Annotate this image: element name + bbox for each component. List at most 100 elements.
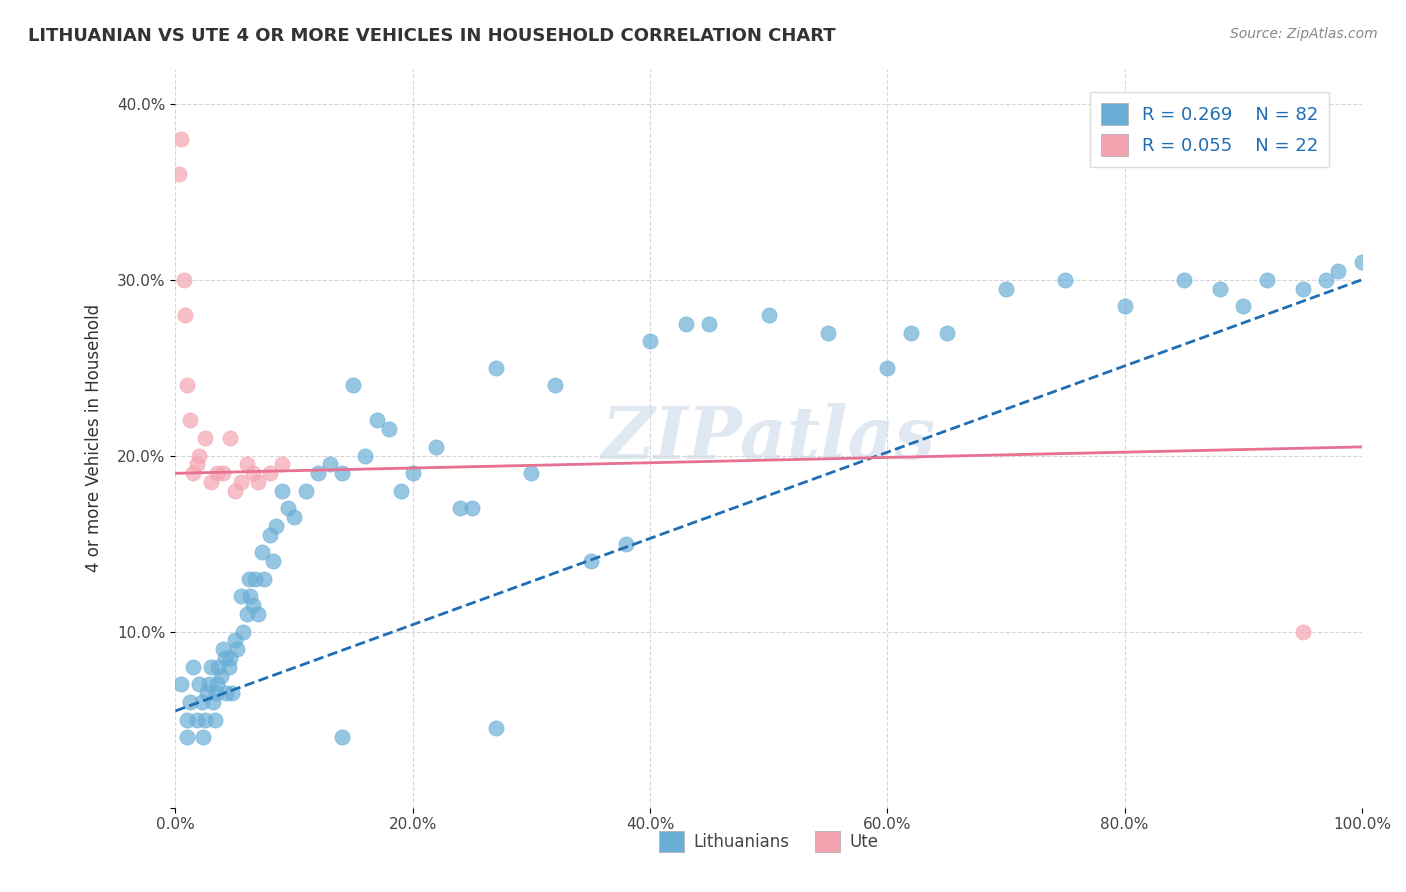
Point	[1173, 273, 1195, 287]
Point	[638, 334, 661, 349]
Text: LITHUANIAN VS UTE 4 OR MORE VEHICLES IN HOUSEHOLD CORRELATION CHART: LITHUANIAN VS UTE 4 OR MORE VEHICLES IN …	[28, 27, 835, 45]
Point	[229, 475, 252, 489]
Point	[176, 713, 198, 727]
Point	[485, 360, 508, 375]
Point	[1232, 299, 1254, 313]
Point	[181, 467, 204, 481]
Point	[271, 483, 294, 498]
Point	[817, 326, 839, 340]
Point	[1292, 624, 1315, 639]
Point	[243, 572, 266, 586]
Point	[389, 483, 412, 498]
Point	[200, 475, 222, 489]
Point	[876, 360, 898, 375]
Point	[176, 731, 198, 745]
Point	[253, 572, 276, 586]
Point	[170, 132, 193, 146]
Point	[179, 695, 201, 709]
Point	[212, 642, 235, 657]
Point	[194, 713, 217, 727]
Point	[250, 545, 273, 559]
Point	[1315, 273, 1337, 287]
Point	[307, 467, 329, 481]
Point	[262, 554, 284, 568]
Text: ZIPatlas: ZIPatlas	[602, 402, 936, 474]
Point	[283, 510, 305, 524]
Point	[1351, 255, 1374, 269]
Point	[194, 431, 217, 445]
Point	[485, 722, 508, 736]
Point	[1054, 273, 1077, 287]
Point	[425, 440, 447, 454]
Point	[354, 449, 377, 463]
Point	[179, 413, 201, 427]
Point	[449, 501, 471, 516]
Y-axis label: 4 or more Vehicles in Household: 4 or more Vehicles in Household	[86, 304, 103, 572]
Point	[215, 686, 238, 700]
Point	[205, 467, 228, 481]
Point	[204, 713, 226, 727]
Point	[318, 458, 340, 472]
Point	[1256, 273, 1278, 287]
Point	[995, 281, 1018, 295]
Point	[1292, 281, 1315, 295]
Point	[699, 317, 721, 331]
Point	[342, 378, 364, 392]
Point	[186, 458, 208, 472]
Point	[295, 483, 318, 498]
Point	[242, 467, 264, 481]
Point	[200, 660, 222, 674]
Point	[675, 317, 697, 331]
Point	[271, 458, 294, 472]
Point	[197, 686, 219, 700]
Point	[214, 651, 236, 665]
Point	[935, 326, 957, 340]
Point	[176, 378, 198, 392]
Point	[544, 378, 567, 392]
Point	[900, 326, 922, 340]
Legend: R = 0.269    N = 82, R = 0.055    N = 22: R = 0.269 N = 82, R = 0.055 N = 22	[1090, 93, 1329, 167]
Point	[224, 483, 246, 498]
Point	[402, 467, 425, 481]
Point	[188, 677, 211, 691]
Point	[330, 731, 353, 745]
Point	[1208, 281, 1230, 295]
Point	[202, 695, 225, 709]
Point	[229, 590, 252, 604]
Point	[207, 660, 229, 674]
Point	[204, 686, 226, 700]
Point	[1114, 299, 1136, 313]
Point	[212, 467, 235, 481]
Point	[758, 308, 780, 322]
Point	[614, 537, 637, 551]
Text: Source: ZipAtlas.com: Source: ZipAtlas.com	[1230, 27, 1378, 41]
Point	[235, 607, 257, 621]
Point	[188, 449, 211, 463]
Point	[197, 677, 219, 691]
Point	[205, 677, 228, 691]
Point	[235, 458, 257, 472]
Point	[174, 308, 197, 322]
Point	[264, 519, 287, 533]
Point	[259, 467, 281, 481]
Point	[226, 642, 249, 657]
Point	[219, 431, 242, 445]
Point	[247, 607, 270, 621]
Point	[218, 660, 240, 674]
Point	[239, 590, 262, 604]
Point	[579, 554, 602, 568]
Point	[209, 668, 232, 682]
Point	[190, 695, 212, 709]
Point	[520, 467, 543, 481]
Point	[173, 273, 195, 287]
Point	[1327, 264, 1350, 278]
Point	[181, 660, 204, 674]
Point	[219, 651, 242, 665]
Point	[242, 599, 264, 613]
Point	[461, 501, 484, 516]
Point	[247, 475, 270, 489]
Point	[378, 422, 401, 436]
Point	[330, 467, 353, 481]
Point	[221, 686, 243, 700]
Point	[224, 633, 246, 648]
